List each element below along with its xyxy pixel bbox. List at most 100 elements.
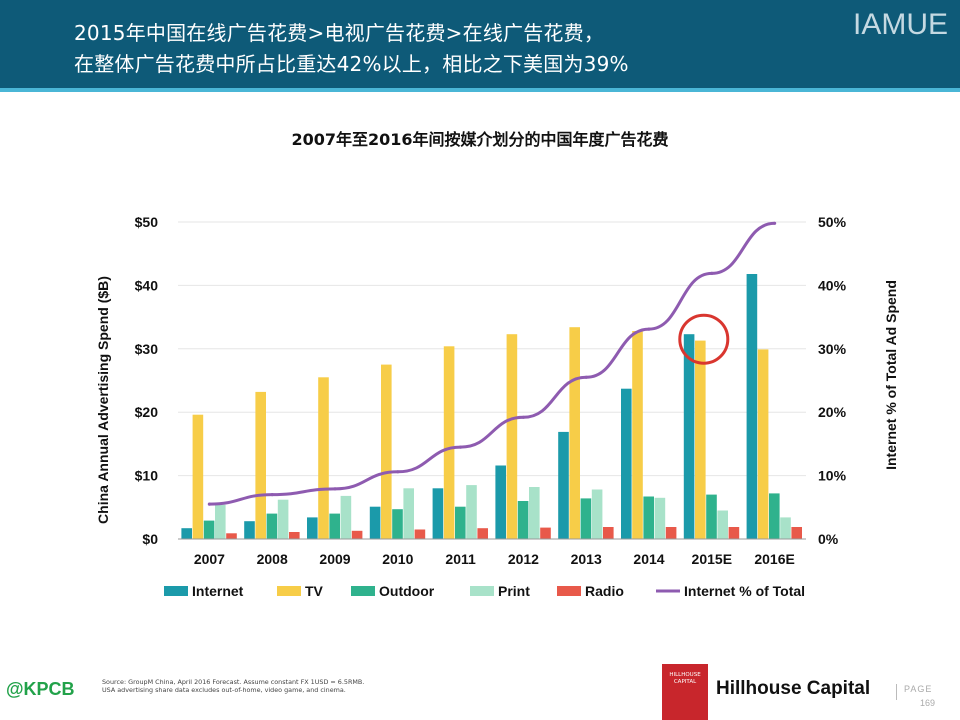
bar-tv-2008 <box>255 391 266 539</box>
logo-text: HILLHOUSE CAPITAL <box>669 672 701 685</box>
bar-tv-2010 <box>381 364 392 539</box>
line-point <box>207 502 211 506</box>
bar-radio-2016e <box>791 527 802 539</box>
bar-internet-2014 <box>621 388 632 539</box>
y2-tick-label: 10% <box>818 468 847 484</box>
bar-radio-2007 <box>226 533 237 539</box>
kpcb-handle: @KPCB <box>6 679 75 699</box>
line-point <box>333 487 337 491</box>
line-point <box>710 271 714 275</box>
chart-title: 2007年至2016年间按媒介划分的中国年度广告花费 <box>291 130 669 149</box>
y-axis-title: China Annual Advertising Spend ($B) <box>95 276 111 524</box>
bar-outdoor-2015e <box>706 494 717 539</box>
y-tick-label: $0 <box>142 531 158 547</box>
bar-print-2013 <box>591 489 603 539</box>
bar-print-2009 <box>340 495 352 539</box>
company-name: Hillhouse Capital <box>716 678 871 699</box>
legend-swatch <box>351 586 375 596</box>
bar-outdoor-2010 <box>392 509 403 539</box>
bar-radio-2009 <box>351 530 363 539</box>
y-tick-label: $10 <box>135 468 159 484</box>
source-note: Source: GroupM China, April 2016 Forecas… <box>102 678 522 694</box>
y-tick-label: $30 <box>135 341 159 357</box>
bar-tv-2009 <box>318 377 329 539</box>
bar-outdoor-2014 <box>643 496 654 539</box>
legend-swatch <box>470 586 494 596</box>
hillhouse-logo: HILLHOUSE CAPITAL <box>662 664 708 720</box>
bar-radio-2011 <box>477 528 488 539</box>
y2-tick-label: 0% <box>818 531 839 547</box>
bar-internet-2008 <box>244 521 255 539</box>
bar-tv-2013 <box>569 327 580 539</box>
bar-internet-2009 <box>307 517 318 539</box>
bar-print-2008 <box>277 499 289 539</box>
y-tick-label: $50 <box>135 214 159 230</box>
bar-radio-2012 <box>540 527 551 539</box>
y2-axis-title: Internet % of Total Ad Spend <box>883 280 899 470</box>
bar-internet-2016e <box>746 274 758 539</box>
x-tick-label: 2009 <box>319 551 350 567</box>
bar-tv-2012 <box>506 334 518 539</box>
y-tick-label: $40 <box>135 277 159 293</box>
headline-line-1: 2015年中国在线广告花费>电视广告花费>在线广告花费， <box>74 21 605 45</box>
y2-tick-label: 50% <box>818 214 847 230</box>
brand-watermark: IAMUE <box>852 8 948 41</box>
y-tick-label: $20 <box>135 404 159 420</box>
x-tick-label: 2014 <box>633 551 664 567</box>
bar-internet-2015e <box>683 334 695 539</box>
line-point <box>521 415 526 419</box>
page-number: 169 <box>920 698 936 708</box>
legend-swatch <box>164 586 188 596</box>
bar-radio-2014 <box>665 527 677 539</box>
x-tick-label: 2016E <box>754 551 794 567</box>
bar-tv-2007 <box>192 414 204 539</box>
bar-outdoor-2011 <box>455 506 466 539</box>
line-point <box>459 445 463 449</box>
x-tick-label: 2012 <box>508 551 539 567</box>
bar-print-2014 <box>654 497 666 539</box>
x-tick-label: 2008 <box>257 551 288 567</box>
bar-outdoor-2007 <box>203 520 215 539</box>
legend-swatch <box>277 586 301 596</box>
bar-internet-2012 <box>495 465 506 539</box>
bar-print-2007 <box>215 504 226 539</box>
bar-outdoor-2013 <box>580 498 592 539</box>
source-line-1: Source: GroupM China, April 2016 Forecas… <box>102 678 365 686</box>
x-tick-label: 2007 <box>194 551 225 567</box>
bar-print-2015e <box>717 510 728 539</box>
y2-tick-label: 40% <box>818 277 847 293</box>
page-divider <box>896 684 897 700</box>
x-tick-label: 2013 <box>571 551 602 567</box>
bar-internet-2007 <box>181 528 192 539</box>
page-label: PAGE <box>904 684 933 694</box>
line-point <box>396 470 400 474</box>
bar-outdoor-2009 <box>329 513 340 539</box>
x-tick-label: 2010 <box>382 551 413 567</box>
legend-label: TV <box>305 583 324 599</box>
legend-label: Radio <box>585 583 624 599</box>
bar-print-2011 <box>466 485 477 539</box>
headline-line-2: 在整体广告花费中所占比重达42%以上，相比之下美国为39% <box>74 52 629 76</box>
ad-spend-chart: $0 $10 $20 $30 $40 $50 0% 10% 20% 30% 40% 50% China … <box>95 214 899 599</box>
line-point <box>584 375 588 379</box>
x-tick-label: 2015E <box>692 551 732 567</box>
legend-swatch <box>557 586 581 596</box>
bar-tv-2014 <box>632 331 643 539</box>
bar-print-2012 <box>529 487 540 539</box>
legend-label: Internet % of Total <box>684 583 805 599</box>
line-internet-share <box>209 221 775 506</box>
legend-label: Internet <box>192 583 244 599</box>
bar-outdoor-2012 <box>517 501 529 539</box>
highlight-circle <box>678 313 730 365</box>
bar-radio-2010 <box>414 529 426 539</box>
bar-outdoor-2008 <box>266 513 278 539</box>
bar-internet-2013 <box>558 431 569 539</box>
bar-tv-2016e <box>757 349 769 539</box>
bar-internet-2010 <box>369 506 381 539</box>
line-point <box>647 327 651 331</box>
bar-radio-2015e <box>728 527 740 539</box>
legend-label: Outdoor <box>379 583 435 599</box>
y2-tick-label: 30% <box>818 341 847 357</box>
x-tick-label: 2011 <box>445 551 476 567</box>
source-line-2: USA advertising share data excludes out-… <box>102 686 346 694</box>
